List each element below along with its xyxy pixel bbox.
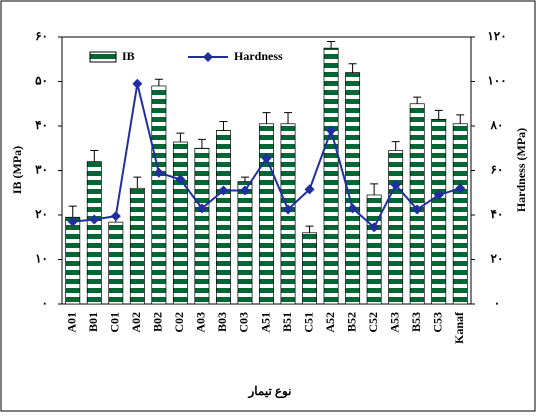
- bar: [151, 85, 167, 305]
- error-bar: [456, 114, 465, 124]
- y2-tick-label: ۸۰: [490, 118, 504, 132]
- error-bar: [413, 96, 422, 104]
- error-bar: [68, 205, 77, 218]
- x-tick-label: B02: [151, 312, 165, 332]
- bar: [323, 47, 339, 305]
- bar: [194, 147, 210, 305]
- y-tick-label: ۵۰: [35, 73, 48, 87]
- error-bar: [219, 121, 228, 131]
- x-tick-label: A03: [194, 312, 208, 333]
- marker: [347, 203, 358, 214]
- error-bar: [370, 183, 379, 195]
- y-tick-label: ۲۰: [35, 207, 48, 221]
- y2-axis-title: Hardness (MPa): [514, 128, 528, 212]
- bar: [172, 141, 188, 305]
- error-bar: [90, 149, 99, 162]
- marker: [304, 184, 315, 195]
- legend-label: IB: [122, 49, 135, 63]
- error-bar: [327, 40, 336, 49]
- x-tick-label: A02: [129, 312, 143, 333]
- x-tick-label: C02: [172, 312, 186, 333]
- error-bar: [197, 138, 206, 149]
- marker: [175, 174, 186, 185]
- y2-tick-label: ۴۰: [491, 207, 504, 221]
- marker: [369, 222, 380, 233]
- marker: [132, 78, 143, 89]
- y-tick-label: ۶۰: [35, 29, 48, 43]
- error-bar: [434, 109, 443, 120]
- error-bar: [240, 176, 249, 182]
- error-bar: [154, 78, 163, 86]
- marker: [67, 216, 78, 227]
- x-tick-label: A52: [323, 312, 337, 333]
- marker: [326, 125, 337, 136]
- x-tick-label: C01: [108, 312, 122, 333]
- bar: [65, 216, 81, 305]
- error-bar: [391, 141, 400, 151]
- marker: [261, 153, 272, 164]
- x-tick-label: A01: [65, 312, 79, 333]
- error-bar: [262, 112, 271, 124]
- y2-tick-label: ۰: [494, 296, 500, 310]
- marker: [390, 179, 401, 190]
- marker: [455, 183, 466, 194]
- marker: [433, 189, 444, 200]
- bar: [108, 221, 124, 305]
- x-axis-title: نوع تیمار: [247, 384, 291, 399]
- x-tick-label: B01: [86, 312, 100, 332]
- error-bar: [176, 132, 185, 143]
- bar: [237, 181, 253, 305]
- marker: [196, 203, 207, 214]
- bar: [366, 194, 382, 305]
- error-bar: [133, 176, 142, 189]
- x-tick-label: C52: [366, 312, 380, 333]
- y-axis-title: IB (MPa): [10, 146, 24, 194]
- marker: [239, 185, 250, 196]
- x-tick-label: A53: [387, 312, 401, 333]
- y-tick-label: ۱۰: [35, 251, 48, 265]
- marker: [153, 167, 164, 178]
- bar: [259, 123, 274, 305]
- y2-tick-label: ۲۰: [491, 251, 504, 265]
- x-tick-label: C03: [237, 312, 251, 333]
- legend-marker: [203, 52, 213, 62]
- x-tick-label: A51: [258, 312, 272, 333]
- error-bar: [348, 63, 357, 73]
- marker: [283, 204, 294, 215]
- x-tick-label: C53: [430, 312, 444, 333]
- marker: [89, 214, 100, 225]
- bar: [129, 187, 145, 305]
- marker: [110, 211, 121, 222]
- x-tick-label: B03: [215, 312, 229, 332]
- bar: [86, 161, 102, 305]
- bar: [302, 232, 318, 305]
- y-tick-label: ۳۰: [35, 162, 48, 176]
- bar: [452, 123, 468, 305]
- y-tick-label: ۰: [42, 296, 48, 310]
- y2-tick-label: ۱۲۰: [487, 29, 506, 43]
- error-bar: [305, 225, 314, 233]
- bar: [431, 118, 447, 305]
- marker: [218, 185, 229, 196]
- marker: [412, 204, 423, 215]
- x-tick-label: B51: [280, 312, 294, 332]
- error-bar: [284, 112, 293, 124]
- x-tick-label: C51: [301, 312, 315, 333]
- bar: [215, 130, 231, 305]
- x-tick-label: B53: [409, 312, 423, 332]
- x-tick-label: Kanaf: [452, 311, 466, 344]
- y-tick-label: ۴۰: [35, 118, 48, 132]
- legend-swatch: [89, 51, 117, 63]
- bar: [388, 150, 404, 305]
- x-tick-label: B52: [344, 312, 358, 332]
- y2-tick-label: ۶۰: [491, 162, 504, 176]
- legend-label: Hardness: [234, 49, 283, 63]
- y2-tick-label: ۱۰۰: [487, 73, 506, 87]
